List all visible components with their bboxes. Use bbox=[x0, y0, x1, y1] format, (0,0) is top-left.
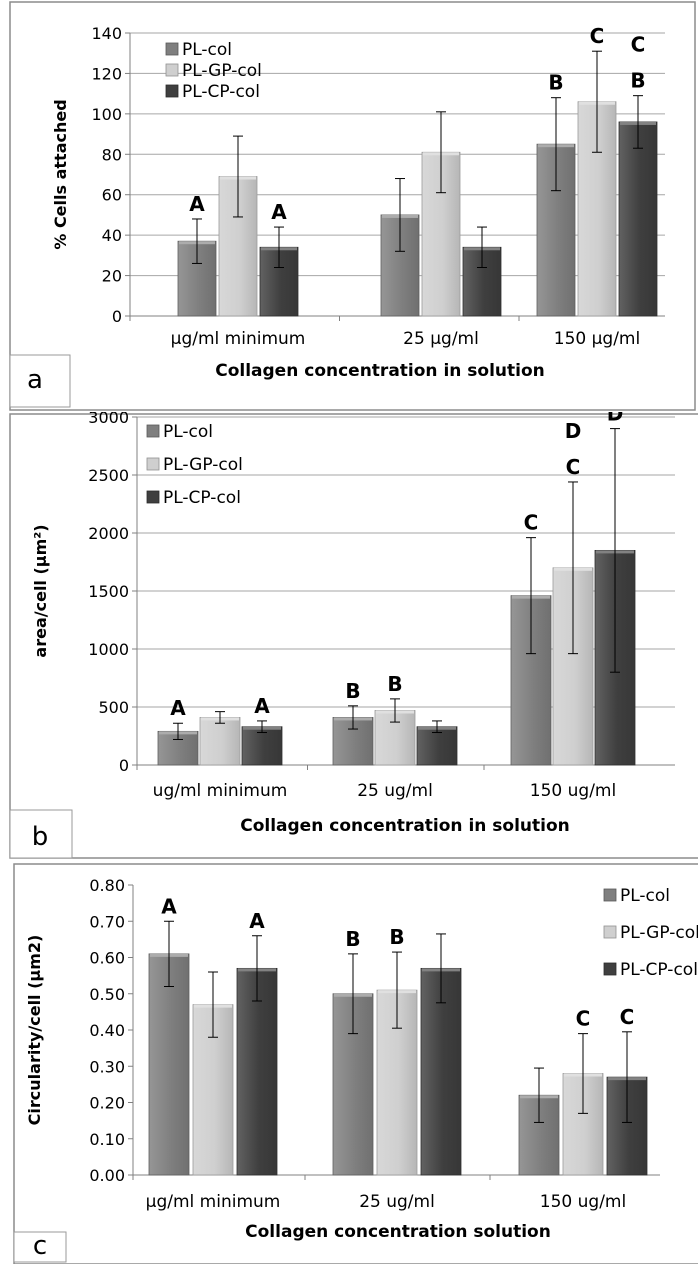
x-category-label: 150 µg/ml bbox=[554, 329, 640, 349]
y-tick-label: 0.10 bbox=[89, 1130, 125, 1149]
y-tick-label: 0.50 bbox=[89, 985, 125, 1004]
y-tick-label: 100 bbox=[91, 105, 122, 124]
y-tick-label: 0.30 bbox=[89, 1057, 125, 1076]
x-axis-title: Collagen concentration in solution bbox=[215, 361, 545, 381]
y-tick-label: 140 bbox=[91, 24, 122, 43]
legend-label: PL-CP-col bbox=[620, 960, 698, 980]
y-tick-label: 20 bbox=[102, 267, 122, 286]
significance-label: C bbox=[566, 455, 581, 479]
legend-swatch bbox=[603, 888, 617, 902]
x-category-label: 25 ug/ml bbox=[357, 781, 433, 801]
significance-label: B bbox=[345, 927, 360, 951]
y-tick-label: 40 bbox=[102, 226, 122, 245]
legend-swatch bbox=[165, 42, 179, 56]
significance-label: A bbox=[170, 696, 186, 720]
panel-label-box bbox=[13, 1231, 67, 1263]
x-axis-title: Collagen concentration in solution bbox=[240, 816, 570, 836]
y-tick-label: 2000 bbox=[88, 524, 129, 543]
legend-swatch bbox=[603, 962, 617, 976]
x-category-label: µg/ml minimum bbox=[146, 1192, 281, 1212]
y-axis-title: % Cells attached bbox=[51, 99, 70, 249]
significance-label: A bbox=[254, 694, 270, 718]
y-tick-label: 0.00 bbox=[89, 1166, 125, 1185]
bar bbox=[241, 726, 283, 766]
bar bbox=[236, 967, 278, 1176]
y-tick-label: 1500 bbox=[88, 582, 129, 601]
legend-swatch bbox=[603, 925, 617, 939]
legend-swatch bbox=[165, 84, 179, 98]
y-tick-label: 3000 bbox=[88, 412, 129, 427]
panel-label-box bbox=[9, 354, 71, 408]
y-tick-label: 0 bbox=[119, 756, 129, 775]
legend-swatch bbox=[146, 490, 160, 504]
legend-label: PL-CP-col bbox=[163, 488, 241, 508]
y-tick-label: 2500 bbox=[88, 466, 129, 485]
significance-label: D bbox=[565, 419, 582, 443]
legend-label: PL-GP-col bbox=[620, 923, 698, 943]
bar bbox=[199, 717, 241, 766]
legend-label: PL-CP-col bbox=[182, 82, 260, 102]
significance-label: A bbox=[161, 894, 177, 918]
significance-label: A bbox=[249, 909, 265, 933]
legend-label: PL-col bbox=[163, 422, 213, 442]
significance-label: B bbox=[630, 69, 645, 93]
legend-label: PL-GP-col bbox=[163, 455, 243, 475]
legend-swatch bbox=[165, 63, 179, 77]
x-category-label: 150 ug/ml bbox=[530, 781, 616, 801]
chart-frame bbox=[9, 413, 698, 859]
y-tick-label: 0.40 bbox=[89, 1021, 125, 1040]
significance-label: A bbox=[271, 200, 287, 224]
x-category-label: 25 µg/ml bbox=[403, 329, 479, 349]
chart-c-svg: 0.00 0.10 0.20 0.30 0.40 0.50 0.60 0.70 0.80 A B B C… bbox=[13, 863, 698, 1264]
significance-label: A bbox=[189, 192, 205, 216]
significance-label: B bbox=[548, 71, 563, 95]
x-axis-title: Collagen concentration solution bbox=[245, 1222, 551, 1242]
chart-frame bbox=[9, 1, 696, 411]
legend-label: PL-GP-col bbox=[182, 61, 262, 81]
significance-label: C bbox=[576, 1007, 591, 1031]
x-category-label: ug/ml minimum bbox=[153, 781, 288, 801]
y-tick-label: 60 bbox=[102, 186, 122, 205]
legend-label: PL-col bbox=[182, 40, 232, 60]
bar bbox=[148, 953, 190, 1176]
legend-swatch bbox=[146, 424, 160, 438]
significance-label: B bbox=[389, 925, 404, 949]
chart-panel-c: 0.00 0.10 0.20 0.30 0.40 0.50 0.60 0.70 0.80 A B B C… bbox=[0, 860, 698, 1264]
significance-label: C bbox=[620, 1005, 635, 1029]
significance-label: C bbox=[524, 511, 539, 535]
significance-label: C bbox=[631, 33, 646, 57]
bar bbox=[618, 121, 658, 317]
panel-label: a bbox=[27, 365, 43, 395]
y-tick-label: 0.20 bbox=[89, 1094, 125, 1113]
y-tick-label: 0.70 bbox=[89, 912, 125, 931]
y-tick-label: 500 bbox=[98, 698, 129, 717]
y-tick-label: 120 bbox=[91, 64, 122, 83]
panel-label-box bbox=[9, 809, 73, 859]
significance-label: D bbox=[607, 412, 624, 426]
x-category-label: µg/ml minimum bbox=[171, 329, 306, 349]
y-axis-title: area/cell (µm²) bbox=[31, 524, 50, 657]
y-tick-label: 0 bbox=[112, 307, 122, 326]
legend-swatch bbox=[146, 457, 160, 471]
y-tick-label: 0.80 bbox=[89, 876, 125, 895]
chart-frame bbox=[13, 863, 698, 1264]
panel-label: b bbox=[32, 822, 49, 852]
y-tick-label: 1000 bbox=[88, 640, 129, 659]
panel-label: c bbox=[33, 1231, 47, 1261]
x-category-label: 25 ug/ml bbox=[359, 1192, 435, 1212]
significance-label: C bbox=[590, 24, 605, 48]
y-tick-label: 0.60 bbox=[89, 949, 125, 968]
significance-label: B bbox=[387, 672, 402, 696]
x-category-label: 150 ug/ml bbox=[540, 1192, 626, 1212]
y-tick-label: 80 bbox=[102, 145, 122, 164]
significance-label: B bbox=[345, 679, 360, 703]
y-axis-title: Circularity/cell (µm2) bbox=[25, 935, 44, 1126]
legend-label: PL-col bbox=[620, 886, 670, 906]
bar bbox=[416, 726, 458, 766]
